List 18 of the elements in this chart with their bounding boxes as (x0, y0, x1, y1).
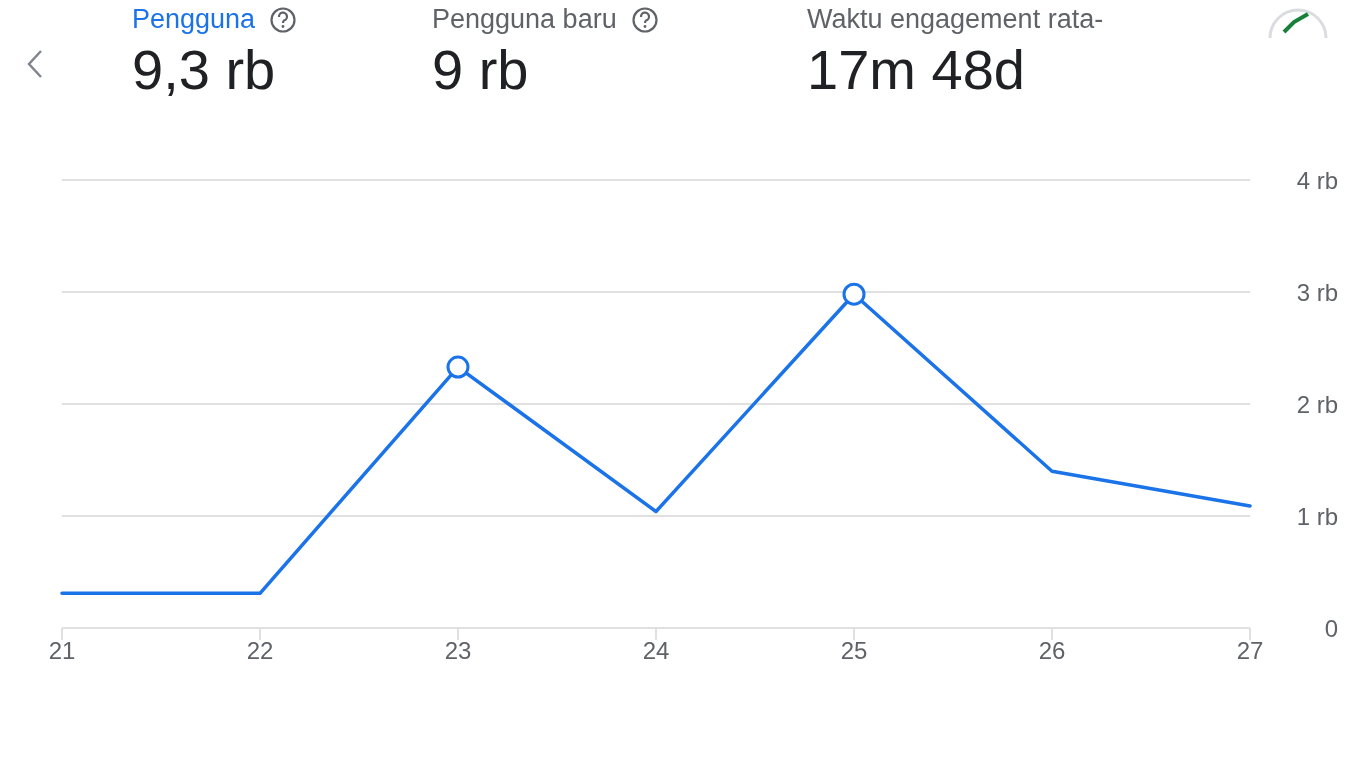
y-tick-label: 4 rb (1296, 166, 1338, 194)
x-tick-label: 21 (48, 637, 76, 665)
y-tick-label: 3 rb (1296, 278, 1338, 306)
text: 9 rb (432, 37, 530, 102)
text: Pengguna (132, 4, 256, 35)
x-tick-label: 27 (1236, 637, 1264, 665)
text: 17m 48d (807, 37, 1026, 102)
x-tick-label: 23 (444, 637, 472, 665)
text: Waktu engagement rata- (807, 4, 1104, 35)
y-tick-label: 2 rb (1296, 390, 1338, 418)
text: 9,3 rb (132, 37, 277, 102)
y-tick-label: 0 (1324, 614, 1338, 642)
y-tick-label: 1 rb (1296, 502, 1338, 530)
x-tick-label: 25 (840, 637, 868, 665)
text: Pengguna baru (432, 4, 617, 35)
x-tick-label: 26 (1038, 637, 1066, 665)
x-tick-label: 24 (642, 637, 670, 665)
x-tick-label: 22 (246, 637, 274, 665)
